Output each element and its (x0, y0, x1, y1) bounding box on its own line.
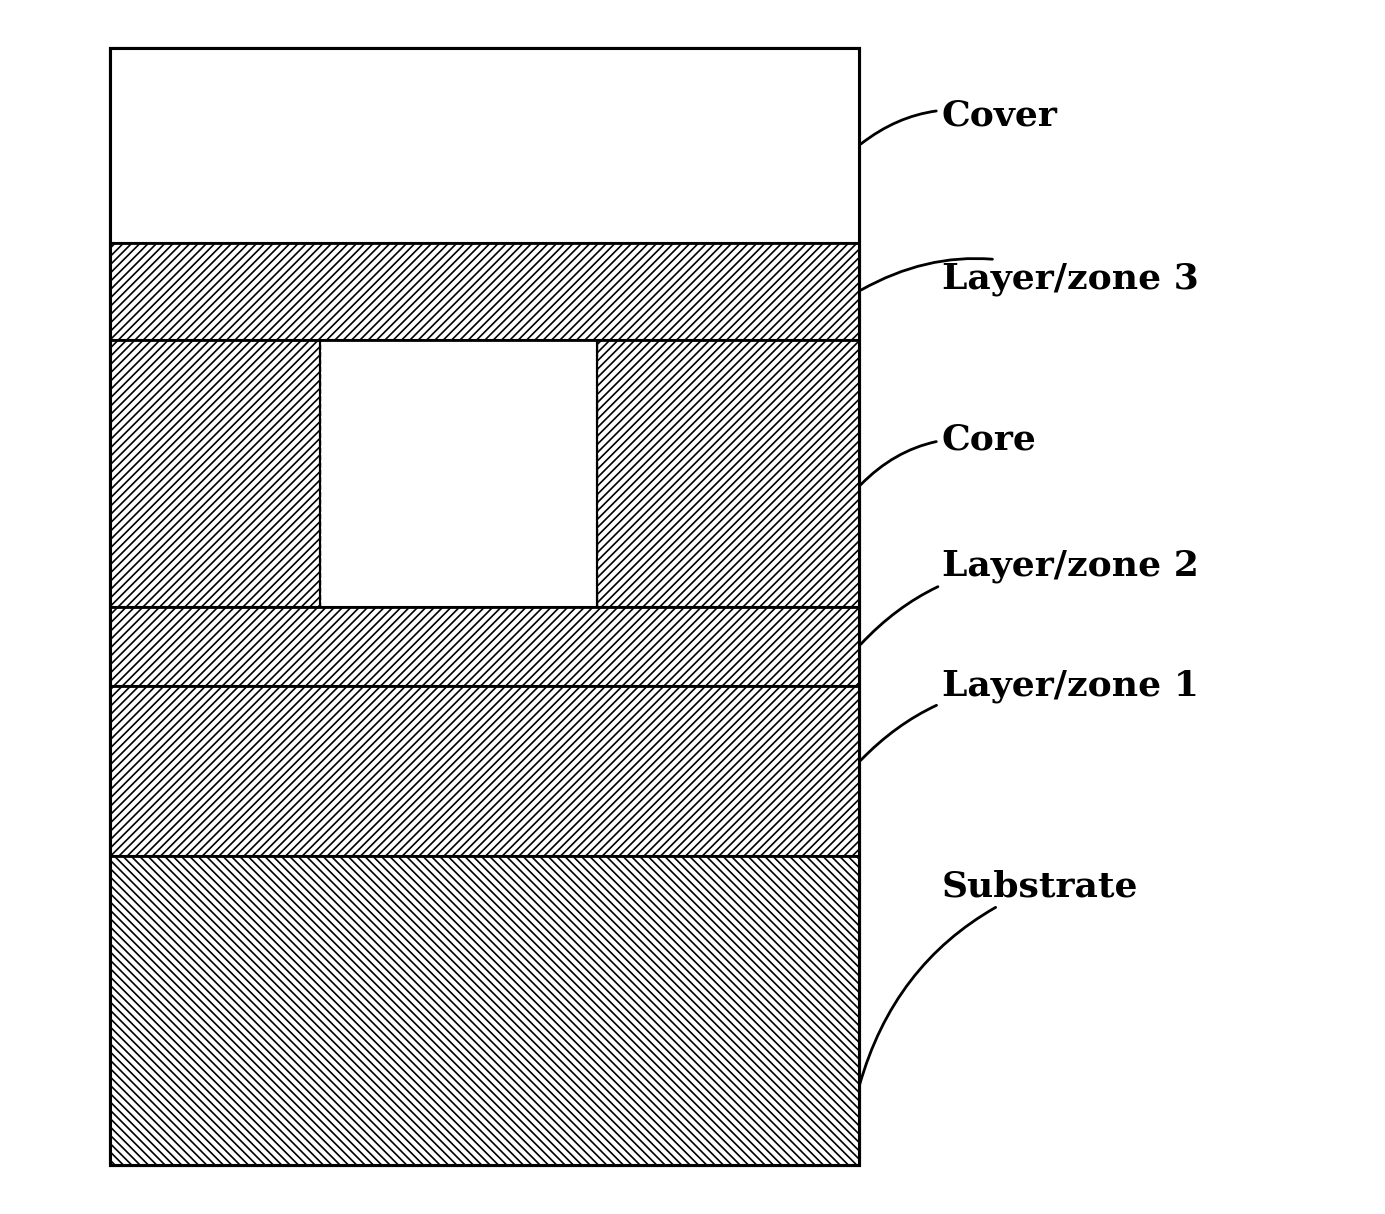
Bar (111, 686, 859, 856)
Bar (111, 243, 859, 340)
Bar (111, 49, 859, 1165)
Text: Layer/zone 1: Layer/zone 1 (860, 669, 1199, 760)
Text: Substrate: Substrate (860, 869, 1138, 1085)
Bar (111, 340, 320, 607)
Bar (111, 607, 859, 686)
Bar (320, 340, 597, 607)
Text: Core: Core (860, 422, 1037, 484)
Text: Cover: Cover (861, 98, 1058, 144)
Text: Layer/zone 3: Layer/zone 3 (861, 259, 1198, 296)
Bar (597, 340, 859, 607)
Bar (111, 49, 859, 243)
Text: Layer/zone 2: Layer/zone 2 (860, 549, 1198, 645)
Bar (111, 856, 859, 1165)
